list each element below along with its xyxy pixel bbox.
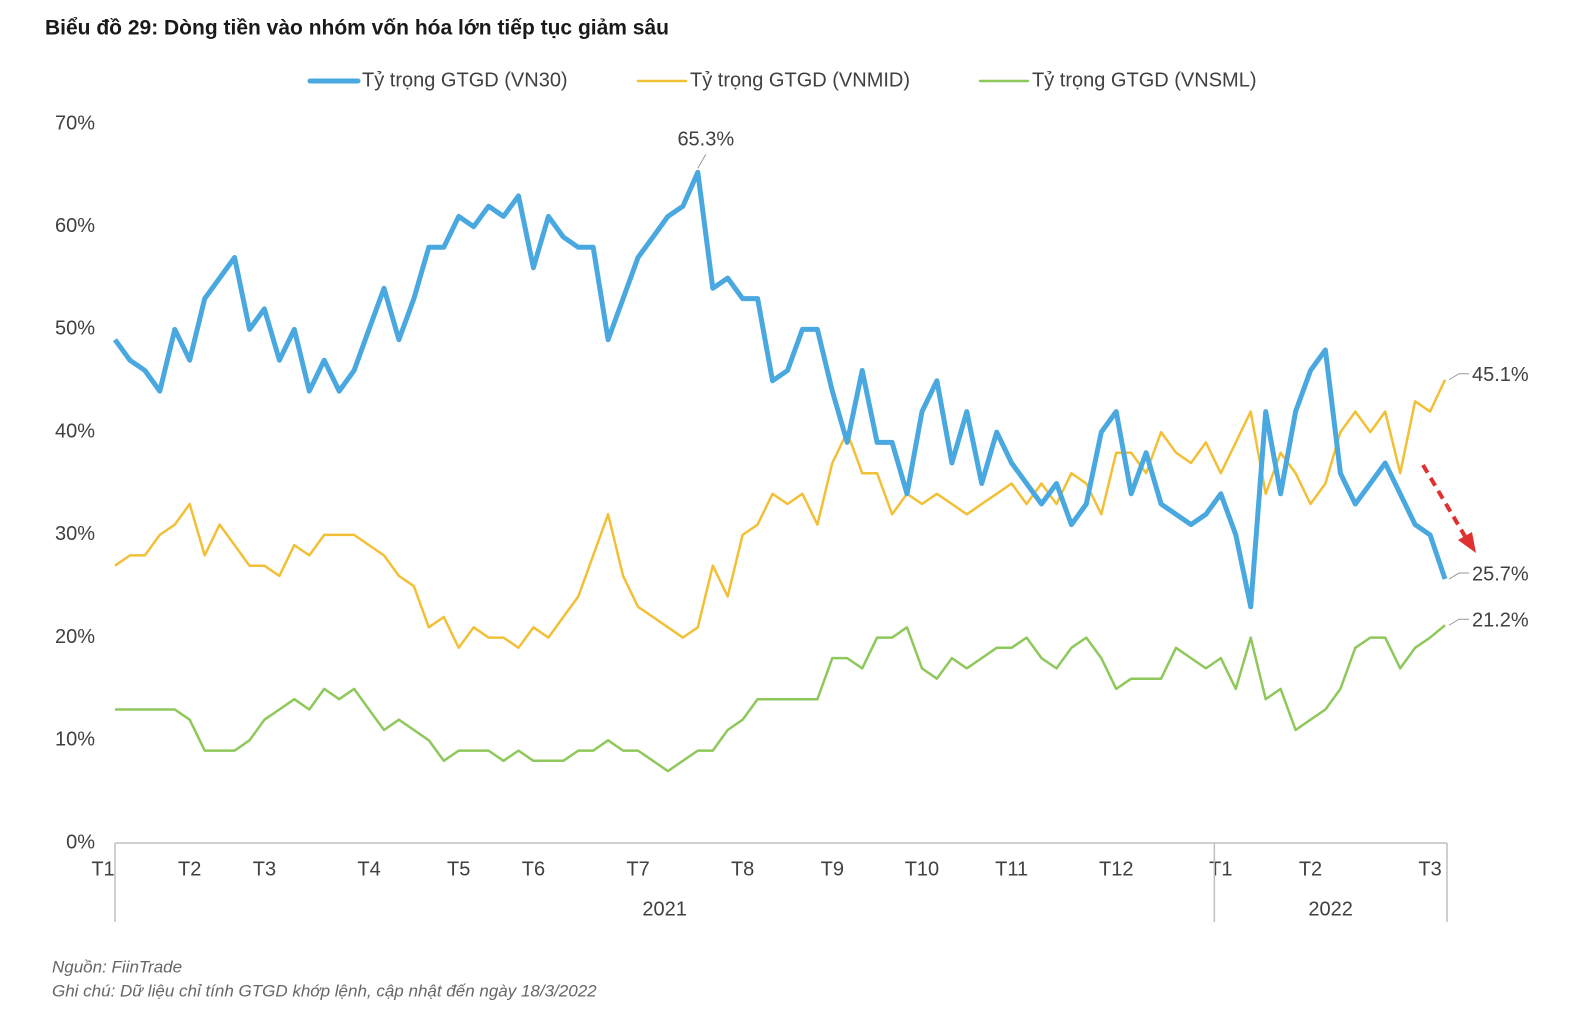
- source-note: Nguồn: FiinTrade: [52, 957, 182, 976]
- x-tick-label: T8: [731, 858, 754, 880]
- data-label: 65.3%: [677, 129, 734, 151]
- x-tick-label: T3: [253, 858, 276, 880]
- leader-line: [1448, 618, 1469, 626]
- y-tick-label: 60%: [55, 215, 95, 237]
- x-tick-label: T12: [1099, 858, 1133, 880]
- y-tick-label: 0%: [66, 831, 95, 853]
- y-tick-label: 40%: [55, 420, 95, 442]
- year-label: 2022: [1308, 898, 1353, 920]
- legend-label: Tỷ trọng GTGD (VNMID): [690, 69, 910, 91]
- x-tick-label: T2: [178, 858, 201, 880]
- x-tick-label: T11: [995, 858, 1028, 880]
- y-tick-label: 10%: [55, 729, 95, 751]
- data-label: 45.1%: [1472, 364, 1529, 386]
- series-line: [112, 169, 1448, 610]
- leader-line: [1448, 373, 1469, 381]
- x-tick-label: T3: [1418, 858, 1441, 880]
- series-line: [115, 624, 1446, 773]
- y-tick-label: 50%: [55, 318, 95, 340]
- x-tick-label: T10: [905, 858, 939, 880]
- y-tick-label: 20%: [55, 626, 95, 648]
- year-label: 2021: [642, 898, 687, 920]
- trend-arrow: [1421, 463, 1476, 553]
- legend-label: Tỷ trọng GTGD (VNSML): [1032, 69, 1256, 91]
- x-tick-label: T5: [447, 858, 470, 880]
- x-tick-label: T2: [1299, 858, 1322, 880]
- legend-label: Tỷ trọng GTGD (VN30): [362, 69, 568, 91]
- x-tick-label: T6: [522, 858, 545, 880]
- chart-title: Biểu đồ 29: Dòng tiền vào nhóm vốn hóa l…: [45, 17, 669, 40]
- y-tick-label: 70%: [55, 112, 95, 134]
- x-tick-label: T1: [1209, 858, 1232, 880]
- y-tick-label: 30%: [55, 523, 95, 545]
- x-tick-label: T4: [357, 858, 380, 880]
- series-line: [114, 379, 1447, 650]
- x-tick-label: T9: [821, 858, 844, 880]
- data-label: 21.2%: [1472, 610, 1529, 632]
- data-label: 25.7%: [1472, 563, 1529, 585]
- footnote: Ghi chú: Dữ liệu chỉ tính GTGD khớp lệnh…: [52, 981, 597, 1000]
- x-tick-label: T7: [626, 858, 649, 880]
- x-tick-label: T1: [91, 858, 114, 880]
- leader-line: [697, 154, 707, 169]
- leader-line: [1448, 572, 1469, 580]
